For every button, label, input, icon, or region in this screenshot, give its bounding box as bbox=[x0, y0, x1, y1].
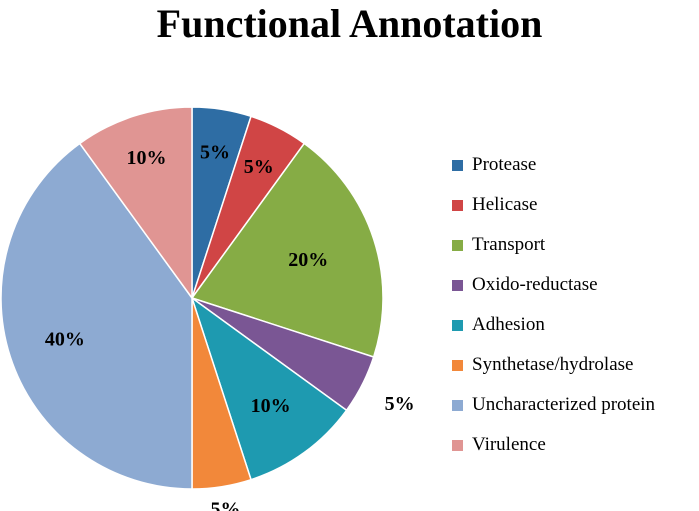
legend-label: Adhesion bbox=[472, 314, 545, 335]
legend-label: Virulence bbox=[472, 434, 546, 455]
data-label-helicase: 5% bbox=[244, 156, 274, 178]
data-label-virulence: 10% bbox=[127, 147, 167, 169]
data-label-adhesion: 10% bbox=[251, 395, 291, 417]
pie-slices bbox=[0, 106, 384, 490]
legend-swatch bbox=[452, 359, 463, 371]
legend-item-transport: Transport bbox=[452, 225, 699, 265]
legend-item-virulence: Virulence bbox=[452, 425, 699, 465]
legend-item-protease: Protease bbox=[452, 145, 699, 185]
legend-swatch bbox=[452, 239, 463, 251]
pie-slice-labels: 5% 5% 20% 5% 10% 5% 40% 10% bbox=[45, 142, 415, 511]
data-label-oxido-reductase: 5% bbox=[385, 393, 415, 415]
legend-item-oxido-reductase: Oxido-reductase bbox=[452, 265, 699, 305]
legend-item-synthetase-hydrolase: Synthetase/hydrolase bbox=[452, 345, 699, 385]
chart-title: Functional Annotation bbox=[156, 1, 543, 46]
legend-item-adhesion: Adhesion bbox=[452, 305, 699, 345]
data-label-transport: 20% bbox=[288, 249, 328, 271]
pie-slice-adhesion bbox=[190, 296, 348, 481]
legend-swatch bbox=[452, 199, 463, 211]
legend-label: Transport bbox=[472, 234, 546, 255]
legend-swatch bbox=[452, 159, 463, 171]
data-label-protease: 5% bbox=[200, 142, 230, 164]
legend-label: Helicase bbox=[472, 194, 538, 215]
pie-slice-transport bbox=[190, 142, 384, 358]
legend-label: Protease bbox=[472, 154, 537, 175]
pie-slice-virulence bbox=[78, 106, 193, 301]
legend-swatch bbox=[452, 279, 463, 291]
legend-label: Oxido-reductase bbox=[472, 274, 598, 295]
legend: Protease Helicase Transport Oxido-reductase… bbox=[452, 145, 699, 465]
legend-swatch bbox=[452, 399, 463, 411]
pie-slice-uncharacterized-protein bbox=[0, 142, 193, 490]
legend-swatch bbox=[452, 319, 463, 331]
legend-swatch bbox=[452, 439, 463, 451]
data-label-uncharacterized-protein: 40% bbox=[45, 328, 85, 350]
data-label-synthetase-hydrolase: 5% bbox=[210, 498, 240, 511]
legend-label: Uncharacterized protein bbox=[472, 394, 656, 415]
legend-item-uncharacterized-protein: Uncharacterized protein bbox=[452, 385, 699, 425]
legend-item-helicase: Helicase bbox=[452, 185, 699, 225]
legend-label: Synthetase/hydrolase bbox=[472, 354, 634, 375]
